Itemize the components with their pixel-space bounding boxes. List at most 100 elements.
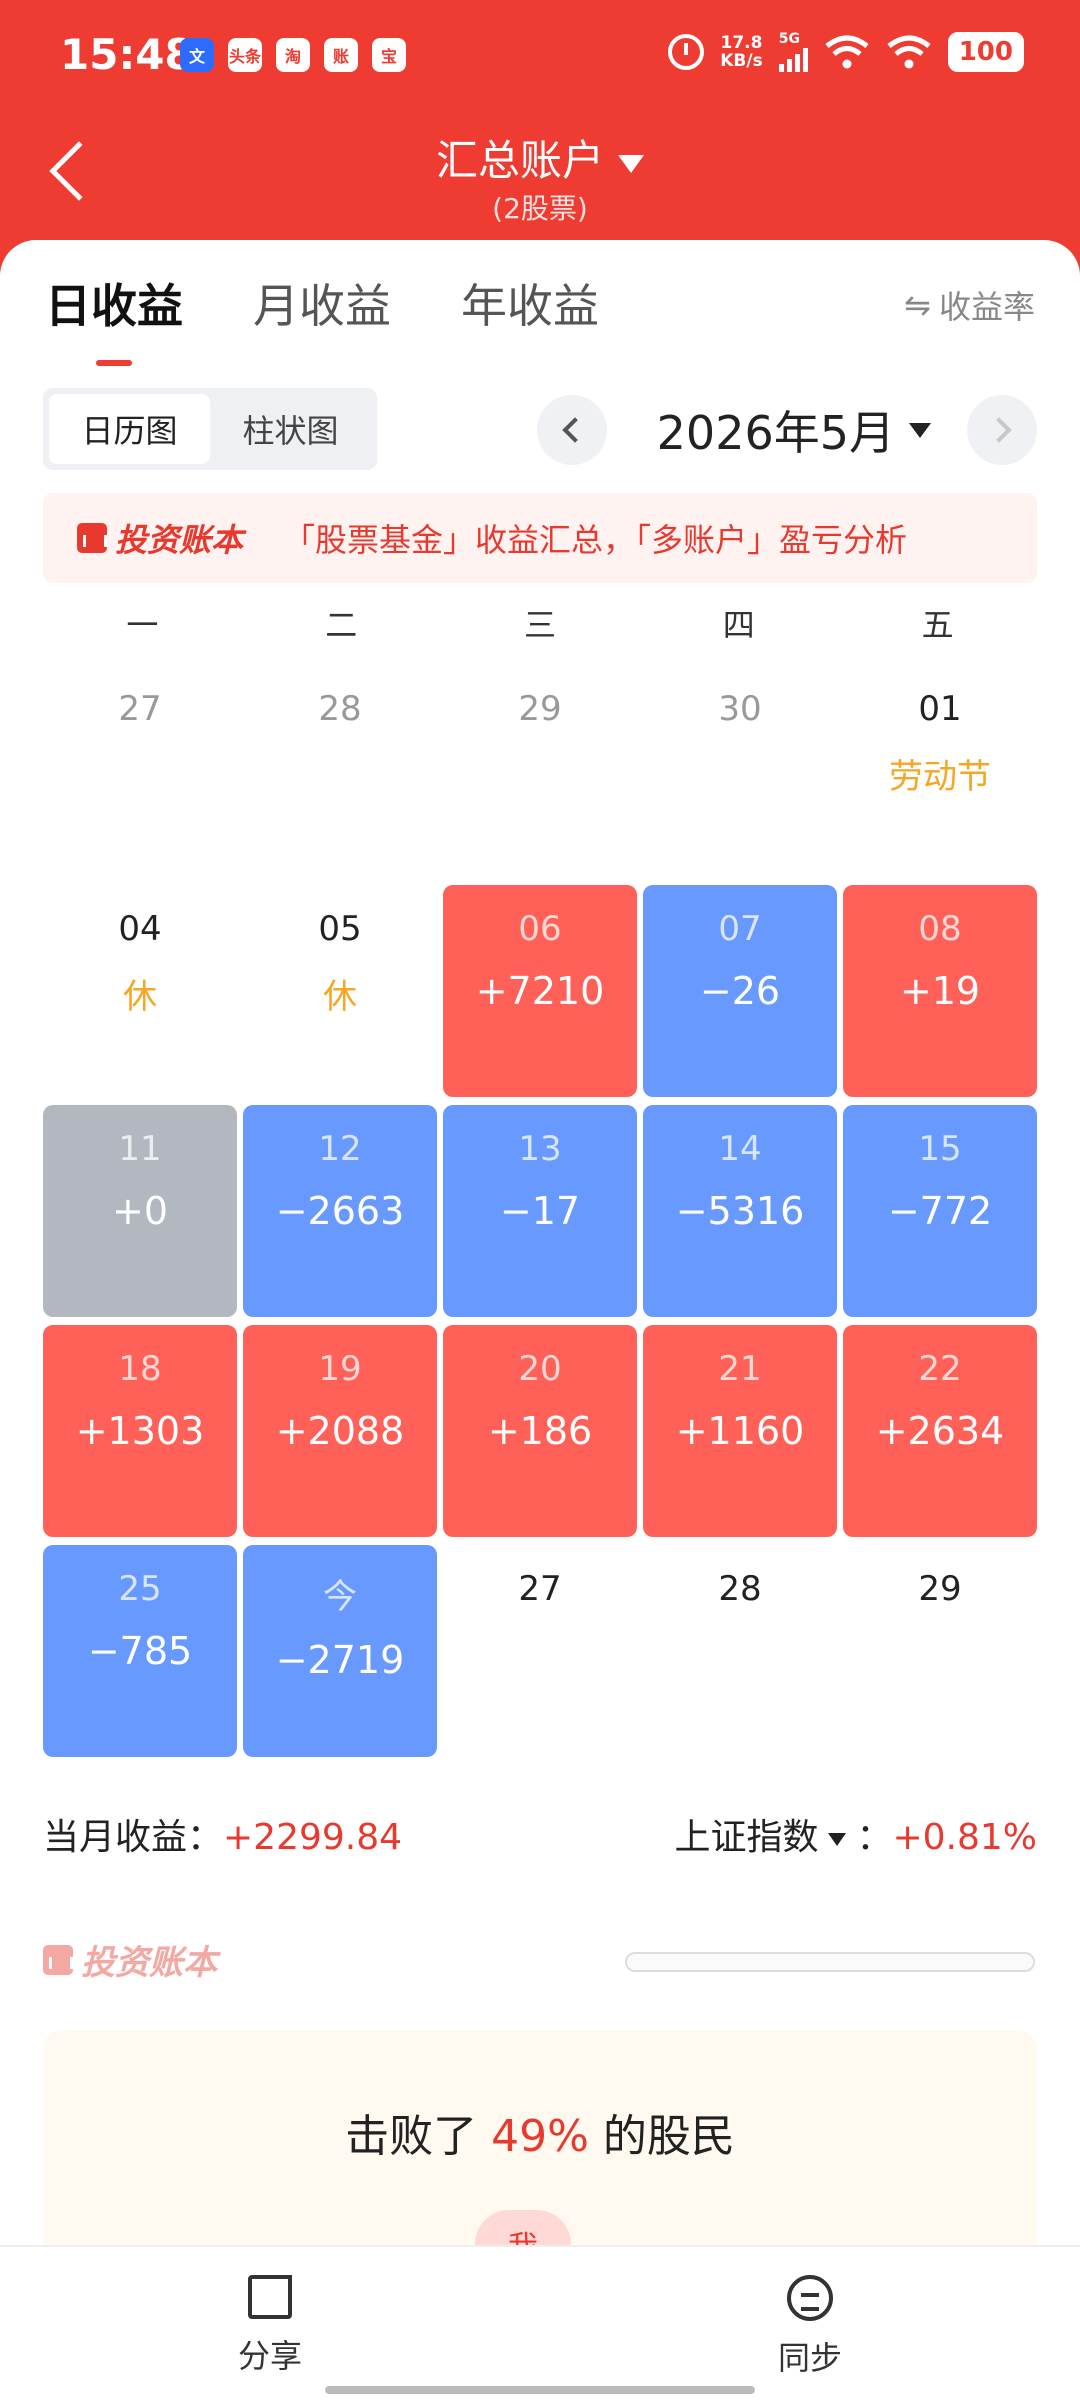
index-value: +0.81% — [892, 1817, 1037, 1858]
calendar-day-cell[interactable]: 21 +1160 — [643, 1325, 837, 1537]
summary-row: 当月收益：+2299.84 上证指数 ：+0.81% — [43, 1808, 1037, 1860]
day-number: 14 — [718, 1129, 762, 1169]
calendar-day-cell[interactable]: 08 +19 — [843, 885, 1037, 1097]
monthly-earnings-value: +2299.84 — [223, 1817, 403, 1858]
day-earnings: −785 — [87, 1629, 193, 1673]
calendar-day-cell[interactable]: 13 −17 — [443, 1105, 637, 1317]
calendar-day-cell[interactable]: 20 +186 — [443, 1325, 637, 1537]
speed-value: 17.8 — [720, 33, 763, 53]
calendar-day-cell[interactable]: 18 +1303 — [43, 1325, 237, 1537]
calendar-day-cell[interactable]: 19 +2088 — [243, 1325, 437, 1537]
calendar-day-cell[interactable]: 25 −785 — [43, 1545, 237, 1757]
swap-icon: ⇋ — [904, 286, 931, 324]
calendar-day-cell[interactable]: 05 休 — [243, 885, 437, 1097]
calendar-day-cell[interactable]: 07 −26 — [643, 885, 837, 1097]
ranking-suffix: 的股民 — [602, 2111, 735, 2162]
home-indicator[interactable] — [325, 2386, 755, 2394]
calendar-day-cell[interactable]: 12 −2663 — [243, 1105, 437, 1317]
day-number: 15 — [918, 1129, 962, 1169]
day-number: 18 — [118, 1349, 162, 1389]
earnings-tabs: 日收益 月收益 年收益 — [45, 270, 599, 366]
day-number: 28 — [318, 689, 362, 729]
calendar-week-row: 11 +0 12 −2663 13 −17 14 −5316 15 −772 — [43, 1105, 1043, 1325]
prev-month-button[interactable] — [536, 395, 607, 465]
calendar-day-cell[interactable]: 06 +7210 — [443, 885, 637, 1097]
day-number: 01 — [918, 689, 962, 729]
day-number: 07 — [718, 909, 762, 949]
calendar-day-cell[interactable]: 01 劳动节 — [843, 665, 1037, 877]
ranking-text: 击败了 49% 的股民 — [43, 2100, 1037, 2164]
day-earnings: +19 — [899, 969, 981, 1013]
chevron-right-icon — [986, 417, 1012, 443]
day-number: 04 — [118, 909, 162, 949]
monthly-earnings-label: 当月收益： — [43, 1817, 224, 1858]
calendar-day-cell[interactable]: 14 −5316 — [643, 1105, 837, 1317]
index-label: 上证指数 — [674, 1817, 819, 1858]
sync-button[interactable]: 同步 — [730, 2275, 890, 2379]
day-earnings: +1160 — [675, 1409, 805, 1453]
rate-toggle-button[interactable]: ⇋ 收益率 — [904, 282, 1035, 328]
watermark-logo: 投资账本 — [43, 1935, 217, 1984]
tab-daily[interactable]: 日收益 — [45, 270, 183, 366]
network-type: 5G — [778, 31, 800, 47]
promo-banner[interactable]: 投资账本 「股票基金」收益汇总，「多账户」盈亏分析 — [43, 493, 1037, 583]
calendar-day-cell[interactable]: 28 — [643, 1545, 837, 1757]
day-earnings: −2663 — [275, 1189, 405, 1233]
calendar-day-cell[interactable]: 今 −2719 — [243, 1545, 437, 1757]
calendar-view-button[interactable]: 日历图 — [49, 394, 210, 464]
index-separator: ： — [856, 1817, 893, 1858]
calendar-day-cell[interactable]: 30 — [643, 665, 837, 877]
day-earnings: +1303 — [75, 1409, 205, 1453]
tab-monthly[interactable]: 月收益 — [253, 279, 391, 333]
calendar-day-cell[interactable]: 29 — [843, 1545, 1037, 1757]
next-month-button[interactable] — [967, 395, 1037, 465]
day-earnings: +186 — [487, 1409, 593, 1453]
day-number: 05 — [318, 909, 362, 949]
network-speed: 17.8 KB/s — [720, 34, 762, 70]
share-label: 分享 — [237, 2337, 302, 2375]
tab-yearly[interactable]: 年收益 — [461, 279, 599, 333]
day-earnings: −772 — [887, 1189, 993, 1233]
ledger-logo-text: 投资账本 — [115, 521, 244, 559]
share-icon — [248, 2271, 296, 2319]
caret-down-icon — [618, 154, 644, 173]
ranking-percent: 49% — [491, 2111, 589, 2162]
status-right: 17.8 KB/s 5G 100 — [668, 32, 1024, 72]
weekday-label: 三 — [523, 606, 556, 644]
index-summary[interactable]: 上证指数 ：+0.81% — [674, 1808, 1037, 1860]
page-subtitle: (2股票) — [492, 192, 588, 225]
day-number: 29 — [518, 689, 562, 729]
calendar-day-cell[interactable]: 28 — [243, 665, 437, 877]
ledger-logo-icon — [77, 523, 107, 553]
chevron-left-icon — [561, 417, 588, 443]
calendar-week-row: 25 −785 今 −2719 27 28 29 — [43, 1545, 1043, 1765]
treasure-app-icon: 宝 — [372, 38, 406, 72]
calendar-day-cell[interactable]: 29 — [443, 665, 637, 877]
ranking-slider — [625, 1952, 1035, 1972]
holiday-label: 休 — [323, 977, 357, 1017]
day-earnings: +0 — [111, 1189, 169, 1233]
calendar-day-cell[interactable]: 15 −772 — [843, 1105, 1037, 1317]
ledger-app-icon: 账 — [324, 38, 358, 72]
account-selector[interactable]: 汇总账户 — [0, 127, 1080, 188]
calendar-day-cell[interactable]: 27 — [43, 665, 237, 877]
calendar-day-cell[interactable]: 27 — [443, 1545, 637, 1757]
bar-view-button[interactable]: 柱状图 — [242, 412, 339, 450]
sync-label: 同步 — [777, 2339, 842, 2377]
day-earnings: +2088 — [275, 1409, 405, 1453]
main-card: 日收益 月收益 年收益 ⇋ 收益率 日历图 柱状图 2026年5月 投资账本 「… — [0, 240, 1080, 2400]
watermark-text: 投资账本 — [81, 1943, 217, 1983]
signal-bars-icon — [778, 48, 808, 72]
day-number: 12 — [318, 1129, 362, 1169]
day-earnings: −5316 — [675, 1189, 805, 1233]
calendar-day-cell[interactable]: 11 +0 — [43, 1105, 237, 1317]
calendar-week-row: 27 28 29 30 01 劳动节 — [43, 665, 1043, 885]
day-number: 21 — [718, 1349, 762, 1389]
monthly-summary: 当月收益：+2299.84 — [43, 1808, 402, 1860]
month-picker[interactable]: 2026年5月 — [657, 397, 931, 463]
battery-icon: 100 — [947, 32, 1024, 72]
day-earnings: +2634 — [875, 1409, 1005, 1453]
share-button[interactable]: 分享 — [190, 2271, 350, 2377]
calendar-day-cell[interactable]: 22 +2634 — [843, 1325, 1037, 1537]
calendar-day-cell[interactable]: 04 休 — [43, 885, 237, 1097]
